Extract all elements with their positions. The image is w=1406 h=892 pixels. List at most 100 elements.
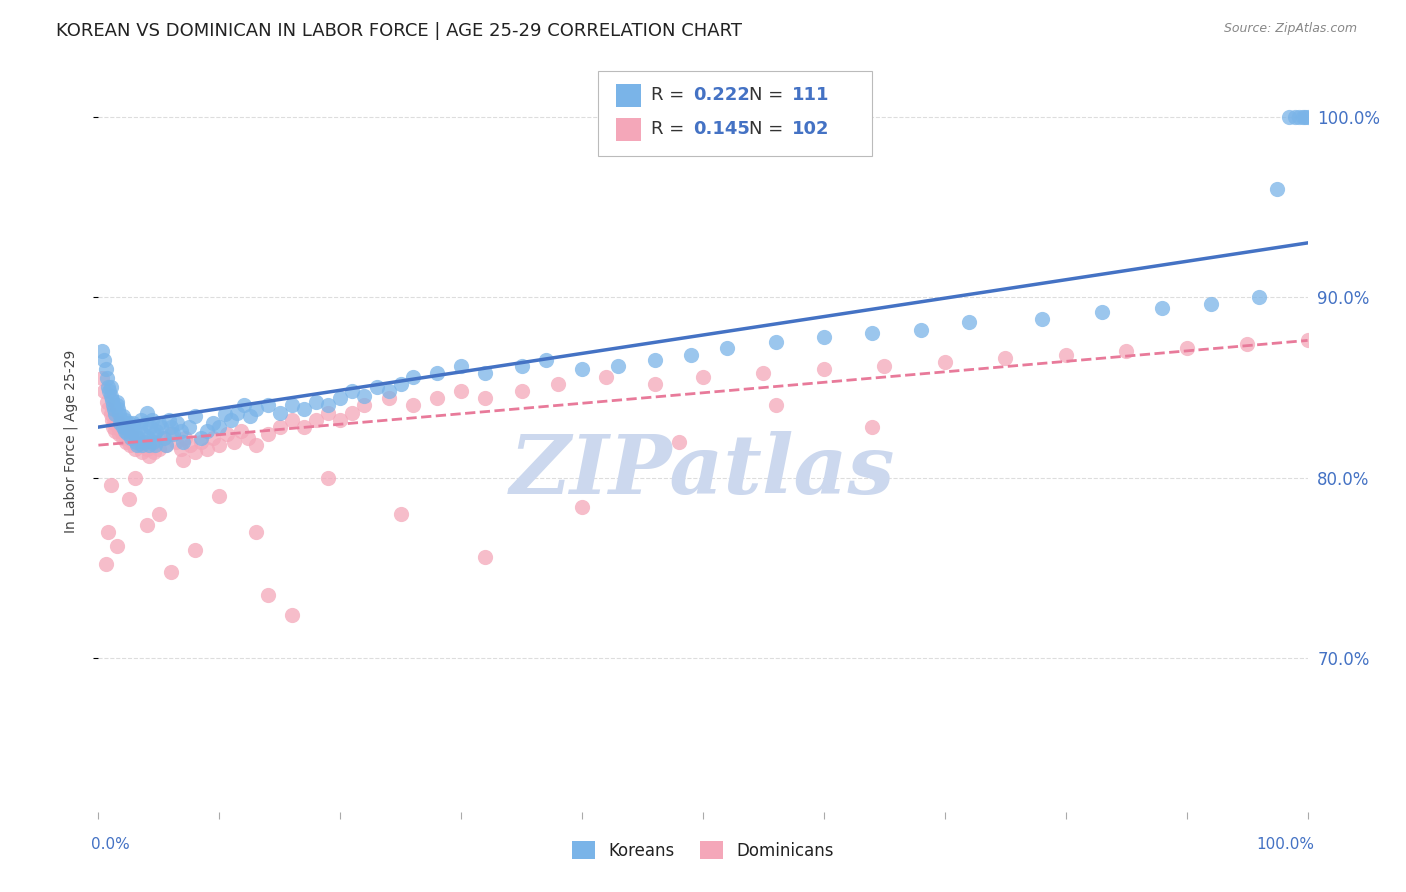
Point xyxy=(162,427,184,442)
Text: 111: 111 xyxy=(792,87,830,104)
Point xyxy=(107,402,129,417)
Point xyxy=(957,315,980,329)
Point xyxy=(179,420,201,434)
Text: 0.145: 0.145 xyxy=(693,120,749,138)
Point xyxy=(1294,110,1316,124)
Point xyxy=(316,470,339,484)
Point xyxy=(118,431,141,445)
Text: R =: R = xyxy=(651,120,690,138)
Point xyxy=(765,399,787,413)
Text: ZIPatlas: ZIPatlas xyxy=(510,431,896,511)
Point xyxy=(402,369,425,384)
Point xyxy=(114,413,136,427)
Point xyxy=(245,438,267,452)
Point xyxy=(534,353,557,368)
Point xyxy=(1296,334,1319,348)
Point xyxy=(1031,311,1053,326)
Point xyxy=(474,550,496,565)
Point xyxy=(269,406,291,420)
Point xyxy=(184,542,207,557)
Point xyxy=(145,434,167,449)
Point xyxy=(813,330,835,344)
Point xyxy=(873,359,896,373)
Point xyxy=(692,369,714,384)
Text: N =: N = xyxy=(749,87,789,104)
Point xyxy=(165,434,187,449)
Point xyxy=(305,394,328,409)
Point xyxy=(389,507,412,521)
Point xyxy=(184,409,207,424)
Point xyxy=(108,417,131,431)
Text: 0.222: 0.222 xyxy=(693,87,749,104)
Point xyxy=(112,420,135,434)
Point xyxy=(644,353,666,368)
Point xyxy=(134,434,156,449)
Point xyxy=(316,399,339,413)
Point xyxy=(111,431,134,445)
Point xyxy=(994,351,1017,366)
Point xyxy=(100,380,122,394)
Point xyxy=(132,427,155,442)
Point xyxy=(108,408,131,422)
Text: 0.0%: 0.0% xyxy=(91,837,131,852)
Point xyxy=(1091,304,1114,318)
Point xyxy=(127,431,149,445)
Point xyxy=(143,438,166,452)
Point xyxy=(101,420,124,434)
Text: 100.0%: 100.0% xyxy=(1257,837,1315,852)
Point xyxy=(222,434,245,449)
Point xyxy=(292,420,315,434)
Point xyxy=(160,420,183,434)
Point xyxy=(166,417,188,431)
Point xyxy=(107,420,129,434)
Point xyxy=(94,558,117,572)
Point xyxy=(202,431,225,445)
Point xyxy=(96,371,118,385)
Point xyxy=(238,431,260,445)
Point xyxy=(112,417,135,431)
Point xyxy=(117,424,139,438)
Point xyxy=(152,431,174,445)
Point xyxy=(1296,110,1319,124)
Point xyxy=(245,524,267,539)
Point xyxy=(256,588,278,602)
Point xyxy=(160,427,183,442)
Point xyxy=(141,438,163,452)
Point xyxy=(135,417,157,431)
Point xyxy=(104,408,127,422)
Point xyxy=(108,417,131,431)
Point xyxy=(117,425,139,440)
Point xyxy=(389,376,412,391)
Point xyxy=(184,445,207,459)
Point xyxy=(292,402,315,417)
Point xyxy=(114,424,136,438)
Point xyxy=(342,384,364,398)
Point xyxy=(281,413,304,427)
Point xyxy=(1175,341,1198,355)
Point xyxy=(141,413,163,427)
Point xyxy=(103,402,125,417)
Point xyxy=(1115,344,1137,359)
Point xyxy=(208,438,231,452)
Point xyxy=(474,391,496,405)
Text: R =: R = xyxy=(651,87,690,104)
Point xyxy=(128,438,150,452)
Point xyxy=(128,420,150,434)
Point xyxy=(179,438,201,452)
Point xyxy=(571,500,593,514)
Point xyxy=(131,438,153,452)
Point xyxy=(426,366,449,380)
Point xyxy=(136,431,159,445)
Point xyxy=(269,420,291,434)
Point xyxy=(121,420,143,434)
Point xyxy=(813,362,835,376)
Point xyxy=(1284,110,1306,124)
Point xyxy=(195,442,218,456)
Point xyxy=(595,369,617,384)
Point xyxy=(1292,110,1315,124)
Point xyxy=(91,371,114,385)
Point xyxy=(143,445,166,459)
Point xyxy=(190,434,212,449)
Point xyxy=(402,399,425,413)
Point xyxy=(124,442,146,456)
